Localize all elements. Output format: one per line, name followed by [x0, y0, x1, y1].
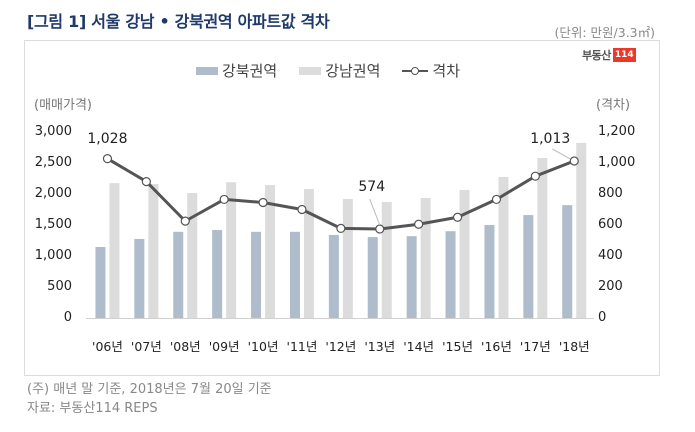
logo-badge: 114 [612, 48, 636, 62]
legend-item-gangnam: 강남권역 [299, 60, 380, 81]
bar-gangbuk [95, 247, 106, 318]
bar-gangbuk [134, 238, 145, 318]
bar-gangnam [537, 158, 548, 318]
bar-gangnam [342, 198, 353, 318]
bar-gangbuk [328, 234, 339, 318]
bar-gangbuk [367, 237, 378, 318]
legend-label: 강남권역 [325, 62, 381, 80]
bar-gangnam [459, 189, 470, 318]
bar-gangbuk [173, 231, 184, 318]
data-label: 574 [358, 179, 386, 196]
legend-label: 강북권역 [222, 62, 278, 80]
x-axis-tick: '17년 [519, 339, 551, 354]
x-axis-tick: '09년 [208, 339, 240, 354]
right-axis-title: (격차) [596, 98, 631, 113]
bar-swatch-icon [299, 66, 322, 75]
bar-gangbuk [251, 231, 262, 318]
x-axis-tick: '07년 [130, 339, 162, 354]
gap-marker [491, 194, 502, 205]
unit-label: (단위: 만원/3.3㎡) [554, 25, 655, 40]
bar-gangbuk [445, 231, 456, 318]
legend-item-gangbuk: 강북권역 [196, 60, 277, 81]
right-axis-tick: 1,000 [598, 155, 636, 170]
gap-marker [414, 219, 424, 229]
brand-logo: 부동산 114 [582, 47, 636, 63]
bar-gangnam [381, 202, 392, 318]
right-axis-tick: 200 [598, 279, 623, 294]
gap-marker [258, 197, 268, 208]
right-axis-tick: 600 [598, 217, 623, 232]
legend-label: 격차 [432, 62, 461, 80]
bar-gangbuk [484, 225, 495, 318]
gap-marker [375, 224, 385, 234]
line-marker-icon [402, 66, 429, 76]
right-axis-tick: 1,200 [598, 124, 636, 139]
left-axis-tick: 3,000 [34, 124, 72, 139]
bar-gangnam [303, 189, 314, 318]
chart-legend: 강북권역 강남권역 격차 [196, 60, 482, 81]
x-axis-tick: '15년 [442, 339, 473, 354]
gap-marker [141, 177, 151, 187]
bar-gangbuk [406, 236, 417, 318]
bar-gangnam [148, 184, 159, 318]
left-axis-tick: 2,500 [34, 155, 72, 170]
data-label: 1,028 [87, 130, 128, 147]
bar-gangnam [187, 193, 198, 318]
bar-gangnam [265, 185, 276, 318]
footnote: (주) 매년 말 기준, 2018년은 7월 20일 기준 [27, 382, 272, 397]
gap-marker [530, 171, 540, 181]
gap-marker [452, 212, 463, 222]
x-axis-tick: '18년 [558, 339, 590, 354]
bar-gangnam [498, 176, 509, 318]
x-axis-tick: '12년 [325, 339, 357, 354]
data-label: 1,013 [530, 130, 571, 147]
bar-gangbuk [562, 205, 573, 318]
logo-text: 부동산 [582, 49, 611, 62]
left-axis-tick: 1,000 [34, 248, 72, 263]
x-axis-tick: '13년 [364, 339, 396, 354]
bar-gangnam [226, 182, 237, 318]
right-axis-tick: 800 [598, 186, 623, 201]
gap-marker [180, 216, 190, 226]
bar-gangnam [109, 183, 120, 318]
chart-frame [24, 40, 660, 376]
x-axis-tick: '06년 [92, 339, 123, 354]
bar-swatch-icon [196, 66, 218, 75]
left-axis-tick: 1,500 [34, 217, 72, 232]
left-axis-tick: 0 [63, 310, 72, 325]
gap-marker [102, 154, 113, 164]
x-axis-tick: '08년 [169, 339, 201, 354]
bar-gangbuk [212, 229, 223, 318]
bar-gangnam [420, 198, 431, 318]
chart-title: [그림 1] 서울 강남 • 강북권역 아파트값 격차 [27, 12, 330, 31]
bar-gangnam [576, 142, 587, 318]
legend-item-gap: 격차 [402, 60, 460, 81]
x-axis-tick: '10년 [247, 339, 279, 354]
right-axis-tick: 0 [598, 310, 607, 325]
right-axis-tick: 400 [598, 248, 623, 263]
gap-marker [569, 156, 579, 166]
gap-marker [219, 194, 229, 205]
left-axis-tick: 2,000 [34, 186, 72, 201]
left-axis-title: (매매가격) [34, 98, 92, 113]
gap-marker [297, 204, 307, 215]
x-axis-tick: '11년 [286, 339, 318, 354]
source-note: 자료: 부동산114 REPS [27, 401, 158, 416]
gap-marker [336, 223, 346, 234]
left-axis-tick: 500 [47, 279, 72, 294]
x-axis-tick: '16년 [481, 339, 512, 354]
bar-gangbuk [289, 231, 300, 318]
x-axis-tick: '14년 [403, 339, 435, 354]
bar-gangbuk [523, 215, 534, 318]
